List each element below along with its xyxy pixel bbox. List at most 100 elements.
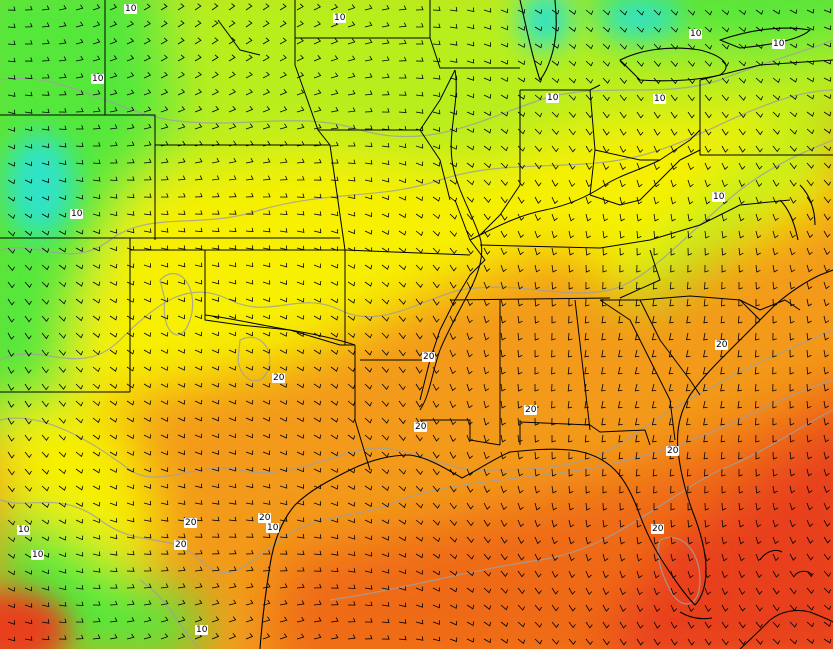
wind-barb [652,298,657,307]
wind-barb [668,349,674,358]
wind-barb [330,229,339,234]
wind-barb [211,37,219,45]
wind-barb [296,600,305,606]
wind-barb [789,587,797,595]
wind-barb [702,383,708,392]
wind-barb [279,71,287,79]
wind-barb [381,73,390,79]
wind-barb [772,94,781,101]
wind-barb [585,468,590,477]
state-line [344,249,471,256]
wind-barb [58,264,67,270]
wind-barb [806,332,812,341]
wind-barb [364,485,373,491]
wind-barb [364,535,373,541]
wind-barb [92,159,101,164]
wind-barb [601,400,606,409]
wind-barb [245,37,253,45]
wind-barb [449,587,458,593]
wind-barb [755,247,761,256]
wind-barb [330,584,339,589]
wind-barb [500,162,509,169]
wind-barb [7,603,16,609]
wind-barb [41,400,49,408]
contour-label: 10 [546,93,560,103]
wind-barb [635,315,640,324]
wind-barb [772,9,781,15]
wind-barb [143,123,152,130]
wind-barb [279,314,288,320]
wind-barb [347,634,356,640]
wind-barb [534,315,540,324]
state-line [318,129,451,201]
wind-barb [704,536,710,545]
wind-barb [58,247,67,253]
wind-barb [500,570,508,578]
wind-barb [330,246,339,252]
wind-barb [245,297,253,302]
wind-barb [619,145,627,153]
wind-barb [449,637,458,643]
wind-barb [228,123,237,130]
wind-barb [194,54,202,62]
wind-barb [347,264,356,269]
wind-barb [619,111,627,119]
wind-barb [160,633,169,640]
wind-barb [211,331,220,337]
wind-barb [432,75,441,80]
wind-barb [517,417,523,426]
wind-barb [551,485,557,494]
wind-barb [619,604,627,612]
wind-barb [415,400,423,408]
wind-barb [517,60,526,66]
wind-barb [704,162,711,171]
wind-barb [669,468,675,477]
wind-barb [194,500,203,505]
wind-barb [534,485,541,494]
wind-barb [517,502,524,511]
wind-barb [636,196,643,205]
wind-barb [211,245,220,250]
wind-barb [126,37,135,45]
wind-barb [177,349,186,354]
wind-barb [432,298,440,306]
wind-barb [772,230,779,239]
wind-barb [7,383,15,391]
wind-barb [789,162,797,170]
wind-barb [347,177,356,182]
wind-barb [687,638,695,646]
wind-barb [432,144,441,150]
wind-barb [92,551,101,557]
wind-barb [568,94,577,101]
wind-barb [24,22,33,28]
wind-barb [432,417,440,425]
wind-barb [177,3,185,11]
wind-barb [619,26,628,33]
wind-barb [92,38,101,45]
wind-barb [398,281,407,288]
wind-barb [177,123,186,130]
wind-barb [602,502,608,511]
wind-barb [211,433,220,439]
wind-barb [738,638,746,646]
wind-barb [58,160,67,166]
wind-barb [160,175,169,181]
wind-barb [789,604,797,611]
wind-barb [737,315,743,324]
wind-barb [126,280,135,286]
wind-barb [483,400,490,409]
wind-barb [772,536,779,545]
wind-barb [772,213,779,222]
wind-barb [415,451,423,459]
wind-barb [772,434,778,443]
wind-barb [41,485,50,492]
field-cyan-northeast [600,0,680,38]
wind-barb [245,566,254,572]
wind-barb [109,501,118,507]
wind-barb [245,158,254,164]
wind-barb [279,484,288,489]
wind-barb [415,570,424,575]
wind-barb [262,192,271,198]
wind-barb [618,417,623,426]
